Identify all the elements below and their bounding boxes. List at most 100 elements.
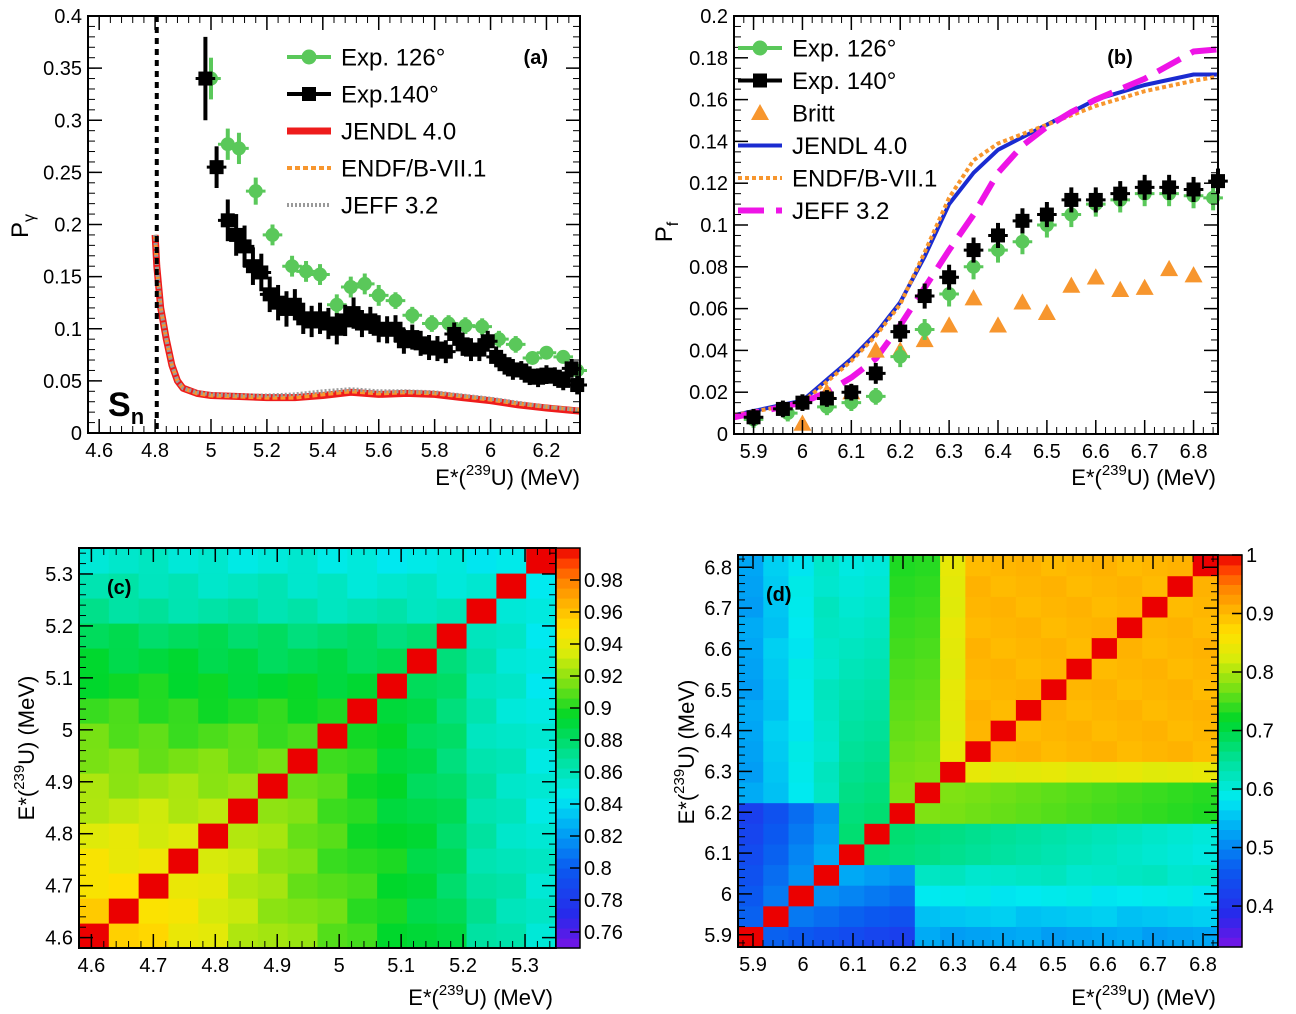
heatmap-cell xyxy=(496,648,527,674)
heatmap-cell xyxy=(496,773,527,799)
heatmap-cell xyxy=(168,798,199,824)
heatmap-cell xyxy=(1091,658,1118,680)
panel-b: 5.9 6 6.1 6.2 6.3 6.4 6.5 6.6 6.7 6.8 0 0.02 0.04 0.0… xyxy=(651,6,1228,490)
heatmap-cell xyxy=(79,898,110,924)
palette-cell xyxy=(556,708,580,719)
y-tick-label: 0.02 xyxy=(689,382,728,404)
y-tick-label: 0.35 xyxy=(43,58,82,80)
heatmap-cell xyxy=(436,748,468,774)
palette-tick-label: 0.9 xyxy=(1246,604,1274,626)
palette-cell xyxy=(1218,682,1242,693)
palette-cell xyxy=(1218,790,1242,801)
heatmap-cell xyxy=(466,823,497,849)
y-tick-label: 6.5 xyxy=(704,680,732,702)
heatmap-cell xyxy=(1116,555,1143,577)
heatmap-cell xyxy=(198,873,229,899)
heatmap-cell xyxy=(1116,781,1143,804)
heatmap-cell xyxy=(788,926,815,948)
heatmap-cell xyxy=(763,885,790,907)
heatmap-cell xyxy=(839,596,865,618)
heatmap-cell xyxy=(864,905,891,927)
heatmap-cell xyxy=(1091,781,1118,804)
heatmap-cell xyxy=(317,923,348,949)
heatmap-cell xyxy=(914,720,941,742)
heatmap-cell xyxy=(965,885,992,907)
palette-tick-label: 0.82 xyxy=(584,826,623,848)
heatmap-cell xyxy=(990,720,1017,742)
legend-label-exp-126-: Exp. 126° xyxy=(792,36,896,63)
y-axis-title-text: E*(239U) (MeV) xyxy=(671,680,699,825)
heatmap-cell xyxy=(257,848,289,874)
palette-cell xyxy=(556,738,580,749)
palette-cell xyxy=(556,618,580,629)
heatmap-cell xyxy=(347,923,378,949)
heatmap-cell xyxy=(738,616,764,639)
palette-cell xyxy=(556,598,580,609)
heatmap-cell xyxy=(1066,720,1093,742)
heatmap-cell xyxy=(198,698,229,724)
y-tick-label: 6 xyxy=(721,884,732,906)
data-point-britt xyxy=(1111,280,1130,297)
palette-cell xyxy=(1218,829,1242,840)
heatmap-cell xyxy=(108,623,140,649)
heatmap-cell xyxy=(788,678,815,701)
heatmap-cell xyxy=(138,623,170,649)
heatmap-cell xyxy=(1091,885,1118,907)
y-tick-label: 0.05 xyxy=(43,371,82,393)
palette-cell xyxy=(556,608,580,619)
heatmap-cell xyxy=(839,781,865,804)
heatmap-cell xyxy=(1116,843,1143,866)
heatmap-cell xyxy=(940,637,966,659)
heatmap-cell xyxy=(738,740,764,762)
palette-cell xyxy=(1218,574,1242,585)
heatmap-cell xyxy=(406,873,438,899)
y-tick-label: 0.25 xyxy=(43,162,82,184)
heatmap-cell xyxy=(1091,802,1118,824)
heatmap-cell xyxy=(914,761,941,783)
heatmap-cell xyxy=(198,648,229,674)
y-axis-title-main: P xyxy=(7,222,34,238)
heatmap-cell xyxy=(763,802,790,824)
heatmap-cell xyxy=(839,864,865,886)
heatmap-cell xyxy=(1091,864,1118,886)
heatmap-cell xyxy=(138,773,170,799)
heatmap-cell xyxy=(1066,575,1093,597)
heatmap-cell xyxy=(940,616,966,639)
palette-cell xyxy=(556,638,580,649)
heatmap-cell xyxy=(228,748,259,774)
heatmap-cell xyxy=(168,773,199,799)
palette-cell xyxy=(556,918,580,929)
heatmap-cell xyxy=(168,623,199,649)
heatmap-cell xyxy=(406,598,438,624)
data-point-britt xyxy=(1135,278,1154,295)
heatmap-cell xyxy=(990,802,1017,824)
heatmap-cell xyxy=(839,575,865,597)
x-tick-label: 6.3 xyxy=(939,954,967,976)
heatmap-cell xyxy=(1015,699,1042,721)
heatmap-cell xyxy=(990,658,1017,680)
legend-marker-exp-126- xyxy=(301,49,317,65)
heatmap-cell xyxy=(257,723,289,749)
heatmap-cell xyxy=(436,773,468,799)
heatmap-cell xyxy=(965,575,992,597)
heatmap-cell xyxy=(406,823,438,849)
heatmap-cell xyxy=(1066,616,1093,639)
heatmap-cell xyxy=(965,864,992,886)
palette-cell xyxy=(1218,780,1242,791)
y-tick-label: 0.12 xyxy=(689,173,728,195)
heatmap-cell xyxy=(377,648,408,674)
heatmap-cell xyxy=(406,748,438,774)
heatmap-cell xyxy=(990,761,1017,783)
heatmap-cell xyxy=(287,648,319,674)
palette-cell xyxy=(1218,702,1242,713)
heatmap-cell xyxy=(864,864,891,886)
heatmap-cell xyxy=(436,573,468,599)
heatmap-cell xyxy=(198,748,229,774)
heatmap-cell xyxy=(287,698,319,724)
heatmap-cell xyxy=(1142,740,1169,762)
x-tick-label: 6.4 xyxy=(989,954,1017,976)
heatmap-cell xyxy=(1091,616,1118,639)
y-tick-label: 5.1 xyxy=(45,668,73,690)
heatmap-cell xyxy=(168,873,199,899)
y-tick-label: 0.18 xyxy=(689,48,728,70)
